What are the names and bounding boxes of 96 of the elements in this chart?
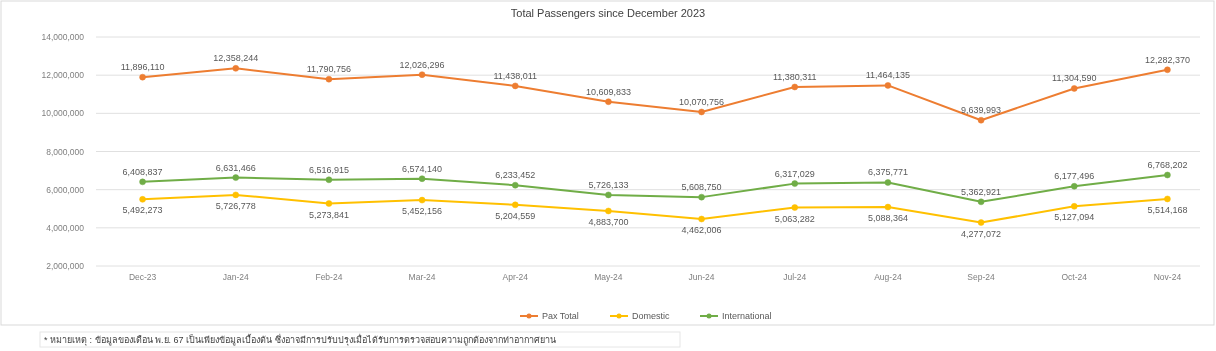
point [139, 178, 146, 186]
point [884, 82, 892, 89]
data-label: 12,282,370 [1144, 54, 1190, 65]
data-label: 5,088,364 [867, 213, 908, 224]
point [232, 174, 239, 181]
point [418, 175, 426, 182]
data-label: 6,631,466 [215, 162, 256, 173]
point [605, 207, 612, 215]
chart-title: Total Passengers since December 2023 [510, 7, 706, 19]
point [884, 203, 892, 211]
y-tick-label: 12,000,000 [41, 70, 85, 81]
data-label: 6,233,452 [495, 170, 536, 181]
data-label: 4,462,006 [681, 225, 722, 236]
data-label: 5,726,133 [588, 179, 629, 190]
data-label: 5,273,841 [308, 209, 349, 220]
y-tick-label: 4,000,000 [46, 222, 85, 233]
data-label: 11,896,110 [120, 62, 165, 73]
x-tick-label: Jun-24 [688, 272, 715, 282]
x-tick-label: Mar-24 [408, 272, 436, 282]
data-label: 5,514,168 [1147, 204, 1188, 215]
data-label: 5,362,921 [961, 186, 1002, 197]
point [884, 179, 892, 186]
point [791, 83, 798, 91]
y-tick-label: 8,000,000 [46, 146, 85, 157]
point [977, 219, 985, 226]
data-label: 11,464,135 [865, 70, 911, 81]
point [1164, 171, 1171, 179]
point [698, 215, 705, 223]
point [418, 71, 426, 78]
y-tick-label: 6,000,000 [46, 184, 85, 195]
point [139, 73, 146, 81]
data-label: 5,063,282 [774, 213, 815, 224]
point [232, 65, 239, 72]
point [1164, 195, 1171, 203]
data-label: 6,317,029 [774, 168, 815, 179]
data-label: 10,609,833 [585, 86, 631, 97]
data-label: 6,516,915 [308, 164, 349, 175]
point [698, 193, 705, 201]
legend-label: Domestic [632, 311, 671, 321]
point [232, 191, 239, 199]
data-label: 6,574,140 [402, 163, 443, 174]
data-label: 5,204,559 [495, 210, 536, 221]
data-label: 6,408,837 [122, 166, 163, 177]
data-label: 11,790,756 [306, 64, 352, 75]
x-tick-label: Feb-24 [315, 272, 343, 282]
data-label: 12,358,244 [213, 53, 259, 64]
y-tick-label: 14,000,000 [41, 32, 85, 42]
x-tick-label: Sep-24 [967, 272, 996, 282]
legend-label: Pax Total [542, 311, 579, 321]
point [605, 98, 612, 105]
data-label: 6,177,496 [1054, 171, 1095, 182]
data-label: 5,127,094 [1054, 212, 1095, 223]
x-tick-label: Nov-24 [1153, 272, 1182, 282]
point [325, 75, 333, 83]
x-tick-label: Jan-24 [222, 272, 250, 282]
data-label: 5,726,778 [215, 200, 256, 211]
point [1071, 183, 1078, 190]
data-label: 11,380,311 [772, 71, 817, 82]
x-tick-label: May-24 [594, 272, 623, 282]
data-label: 10,070,756 [679, 96, 725, 107]
data-label: 12,026,296 [399, 59, 445, 70]
x-tick-label: Jul-24 [783, 272, 807, 282]
data-label: 5,452,156 [402, 206, 443, 217]
point [605, 191, 612, 199]
point [791, 180, 798, 187]
data-label: 5,492,273 [122, 205, 163, 216]
data-label: 4,883,700 [588, 216, 629, 227]
data-label: 6,768,202 [1147, 160, 1188, 171]
data-label: 5,608,750 [681, 182, 722, 193]
point [1071, 85, 1078, 92]
data-label: 4,277,072 [961, 228, 1002, 239]
x-tick-label: Apr-24 [502, 272, 529, 282]
point [977, 198, 985, 206]
text: * หมายเหตุ : ข้อมูลของเดือน พ.ย. 67 เป็นเพียงข้อมูลเบื้องต้น ซึ่งอาจมีการปรับปรุงเมื่อได้รับการตรวจสอบความถูกต้องจากท่าอากาศยาน [44, 333, 556, 346]
point [139, 196, 146, 203]
x-tick-label: Dec-23 [128, 272, 157, 282]
x-tick-label: Oct-24 [1061, 272, 1088, 282]
y-tick-label: 2,000,000 [46, 261, 85, 271]
point [418, 196, 426, 204]
point [512, 181, 519, 189]
point [1071, 203, 1078, 210]
legend-label: International [722, 311, 772, 321]
point [791, 204, 798, 211]
data-label: 11,304,590 [1052, 73, 1097, 84]
data-label: 6,375,771 [867, 167, 908, 178]
point [698, 108, 705, 116]
y-tick-label: 10,000,000 [41, 108, 85, 119]
point [512, 201, 519, 209]
data-label: 11,438,011 [493, 70, 538, 81]
point [325, 176, 333, 184]
point [325, 200, 333, 207]
data-label: 9,639,993 [961, 105, 1002, 116]
point [512, 82, 519, 90]
point [1164, 66, 1171, 74]
point [977, 116, 985, 124]
x-tick-label: Aug-24 [874, 272, 902, 282]
